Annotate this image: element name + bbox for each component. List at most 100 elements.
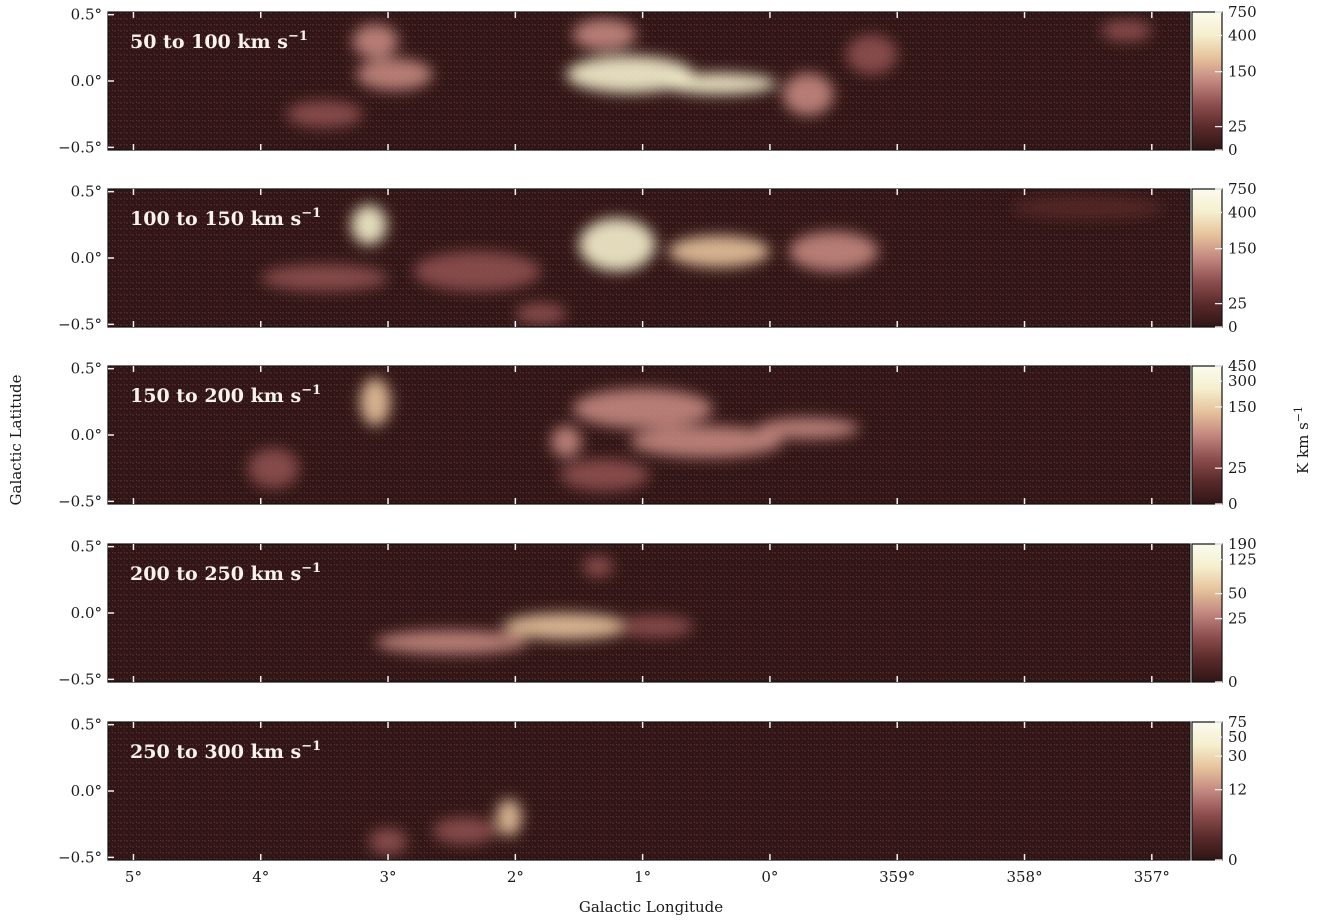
colorbar-tick-label: 0: [1228, 141, 1238, 159]
colorbar-tick-label: 25: [1228, 118, 1247, 136]
colorbar-gradient: [1191, 721, 1223, 861]
y-tick-label: 0.0°: [71, 604, 102, 622]
colorbar-gradient: [1191, 188, 1223, 328]
colorbar-tick-label: 190: [1228, 535, 1257, 553]
colorbar-tick-label: 50: [1228, 728, 1247, 746]
emission-feature: [582, 555, 614, 578]
colorbar-tick-label: 150: [1228, 63, 1257, 81]
colorbar-tick-label: 450: [1228, 357, 1257, 375]
colorbar-tick-label: 300: [1228, 372, 1257, 390]
colorbar-tick-label: 0: [1228, 495, 1238, 513]
panel-1: 0.5° 0.0° −0.5° 50 to 100 km s−1: [58, 6, 1191, 156]
colorbar-tick-label: 400: [1228, 26, 1257, 44]
emission-feature: [789, 231, 879, 272]
y-tick-label: 0.0°: [71, 249, 102, 267]
panel-background: [108, 722, 1190, 860]
x-tick-label: 3°: [380, 868, 397, 886]
y-tick-label: 0.5°: [71, 183, 102, 201]
colorbar-tick-label: 50: [1228, 585, 1247, 603]
colorbar-tick-label: 0: [1228, 673, 1238, 691]
colorbar-gradient: [1191, 543, 1223, 683]
y-tick-label: 0.5°: [71, 716, 102, 734]
x-tick-label: 358°: [1006, 868, 1042, 886]
x-tick-label: 4°: [252, 868, 269, 886]
y-tick-label: 0.0°: [71, 72, 102, 90]
emission-feature: [846, 34, 898, 75]
emission-feature: [578, 218, 656, 272]
x-tick-label: 359°: [879, 868, 915, 886]
emission-feature: [375, 630, 529, 655]
panel-background: [108, 544, 1190, 682]
emission-feature: [351, 204, 387, 245]
panel-3: 0.5° 0.0° −0.5° 150 to 200 km s−1: [58, 360, 1191, 510]
colorbar-tick-label: 12: [1228, 781, 1247, 799]
x-tick-label: 0°: [761, 868, 778, 886]
emission-feature: [496, 798, 522, 837]
emission-feature: [559, 458, 650, 491]
panel-5: 0.5° 0.0° −0.5° 250 to 300 km s−1: [58, 716, 1191, 866]
panel-title: 150 to 200 km s−1: [130, 383, 321, 407]
y-axis-label: Galactic Latitude: [7, 374, 25, 506]
emission-feature: [629, 425, 783, 458]
emission-feature: [502, 613, 630, 640]
y-tick-label: 0.5°: [71, 360, 102, 378]
emission-feature: [248, 448, 299, 489]
emission-feature: [757, 417, 860, 439]
colorbar-1: 750 400 150 25 0: [1191, 3, 1257, 159]
y-tick-label: −0.5°: [58, 670, 102, 688]
emission-feature: [668, 235, 770, 268]
panel-4: 0.5° 0.0° −0.5° 200 to 250 km s−1: [58, 538, 1191, 688]
emission-feature: [356, 58, 433, 91]
y-tick-label: −0.5°: [58, 315, 102, 333]
emission-feature: [515, 303, 567, 325]
emission-feature: [260, 264, 389, 292]
emission-feature: [352, 23, 399, 59]
panel-title: 200 to 250 km s−1: [130, 561, 321, 585]
y-tick-label: −0.5°: [58, 138, 102, 156]
x-tick-label: 2°: [507, 868, 524, 886]
colorbar-2: 750 400 150 25 0: [1191, 180, 1257, 336]
x-tick-label: 5°: [125, 868, 142, 886]
colorbar-tick-label: 400: [1228, 203, 1257, 221]
emission-feature: [368, 828, 408, 855]
colorbar-tick-label: 0: [1228, 318, 1238, 336]
emission-feature: [1100, 19, 1152, 42]
emission-feature: [572, 388, 713, 429]
emission-feature: [550, 425, 582, 458]
emission-feature: [413, 251, 541, 292]
panel-2: 0.5° 0.0° −0.5° 100 to 150 km s−1: [58, 183, 1191, 333]
y-tick-label: −0.5°: [58, 492, 102, 510]
y-tick-label: −0.5°: [58, 848, 102, 866]
x-tick-label: 1°: [634, 868, 651, 886]
y-tick-label: 0.0°: [71, 782, 102, 800]
colorbar-tick-label: 0: [1228, 851, 1238, 869]
y-tick-label: 0.5°: [71, 6, 102, 24]
emission-feature: [1011, 196, 1165, 219]
colorbar-tick-label: 750: [1228, 3, 1257, 21]
emission-feature: [661, 73, 777, 95]
panel-title: 250 to 300 km s−1: [130, 739, 321, 763]
y-tick-label: 0.5°: [71, 538, 102, 556]
emission-feature: [572, 18, 637, 51]
colorbar-tick-label: 150: [1228, 240, 1257, 258]
colorbar-gradient: [1191, 365, 1223, 505]
colorbar-gradient: [1191, 11, 1223, 151]
emission-feature: [432, 817, 497, 845]
emission-feature: [286, 100, 363, 128]
colorbar-tick-label: 750: [1228, 180, 1257, 198]
panel-title: 50 to 100 km s−1: [130, 29, 308, 53]
y-tick-label: 0.0°: [71, 426, 102, 444]
x-axis-label: Galactic Longitude: [578, 898, 724, 916]
colorbar-tick-label: 125: [1228, 551, 1257, 569]
x-tick-label: 357°: [1134, 868, 1170, 886]
colorbar-tick-label: 25: [1228, 459, 1247, 477]
colorbar-tick-label: 30: [1228, 747, 1247, 765]
panel-title: 100 to 150 km s−1: [130, 206, 321, 230]
emission-feature: [782, 73, 834, 116]
emission-feature: [617, 615, 694, 637]
colorbar-axis-label: K km s−1: [1292, 406, 1312, 474]
